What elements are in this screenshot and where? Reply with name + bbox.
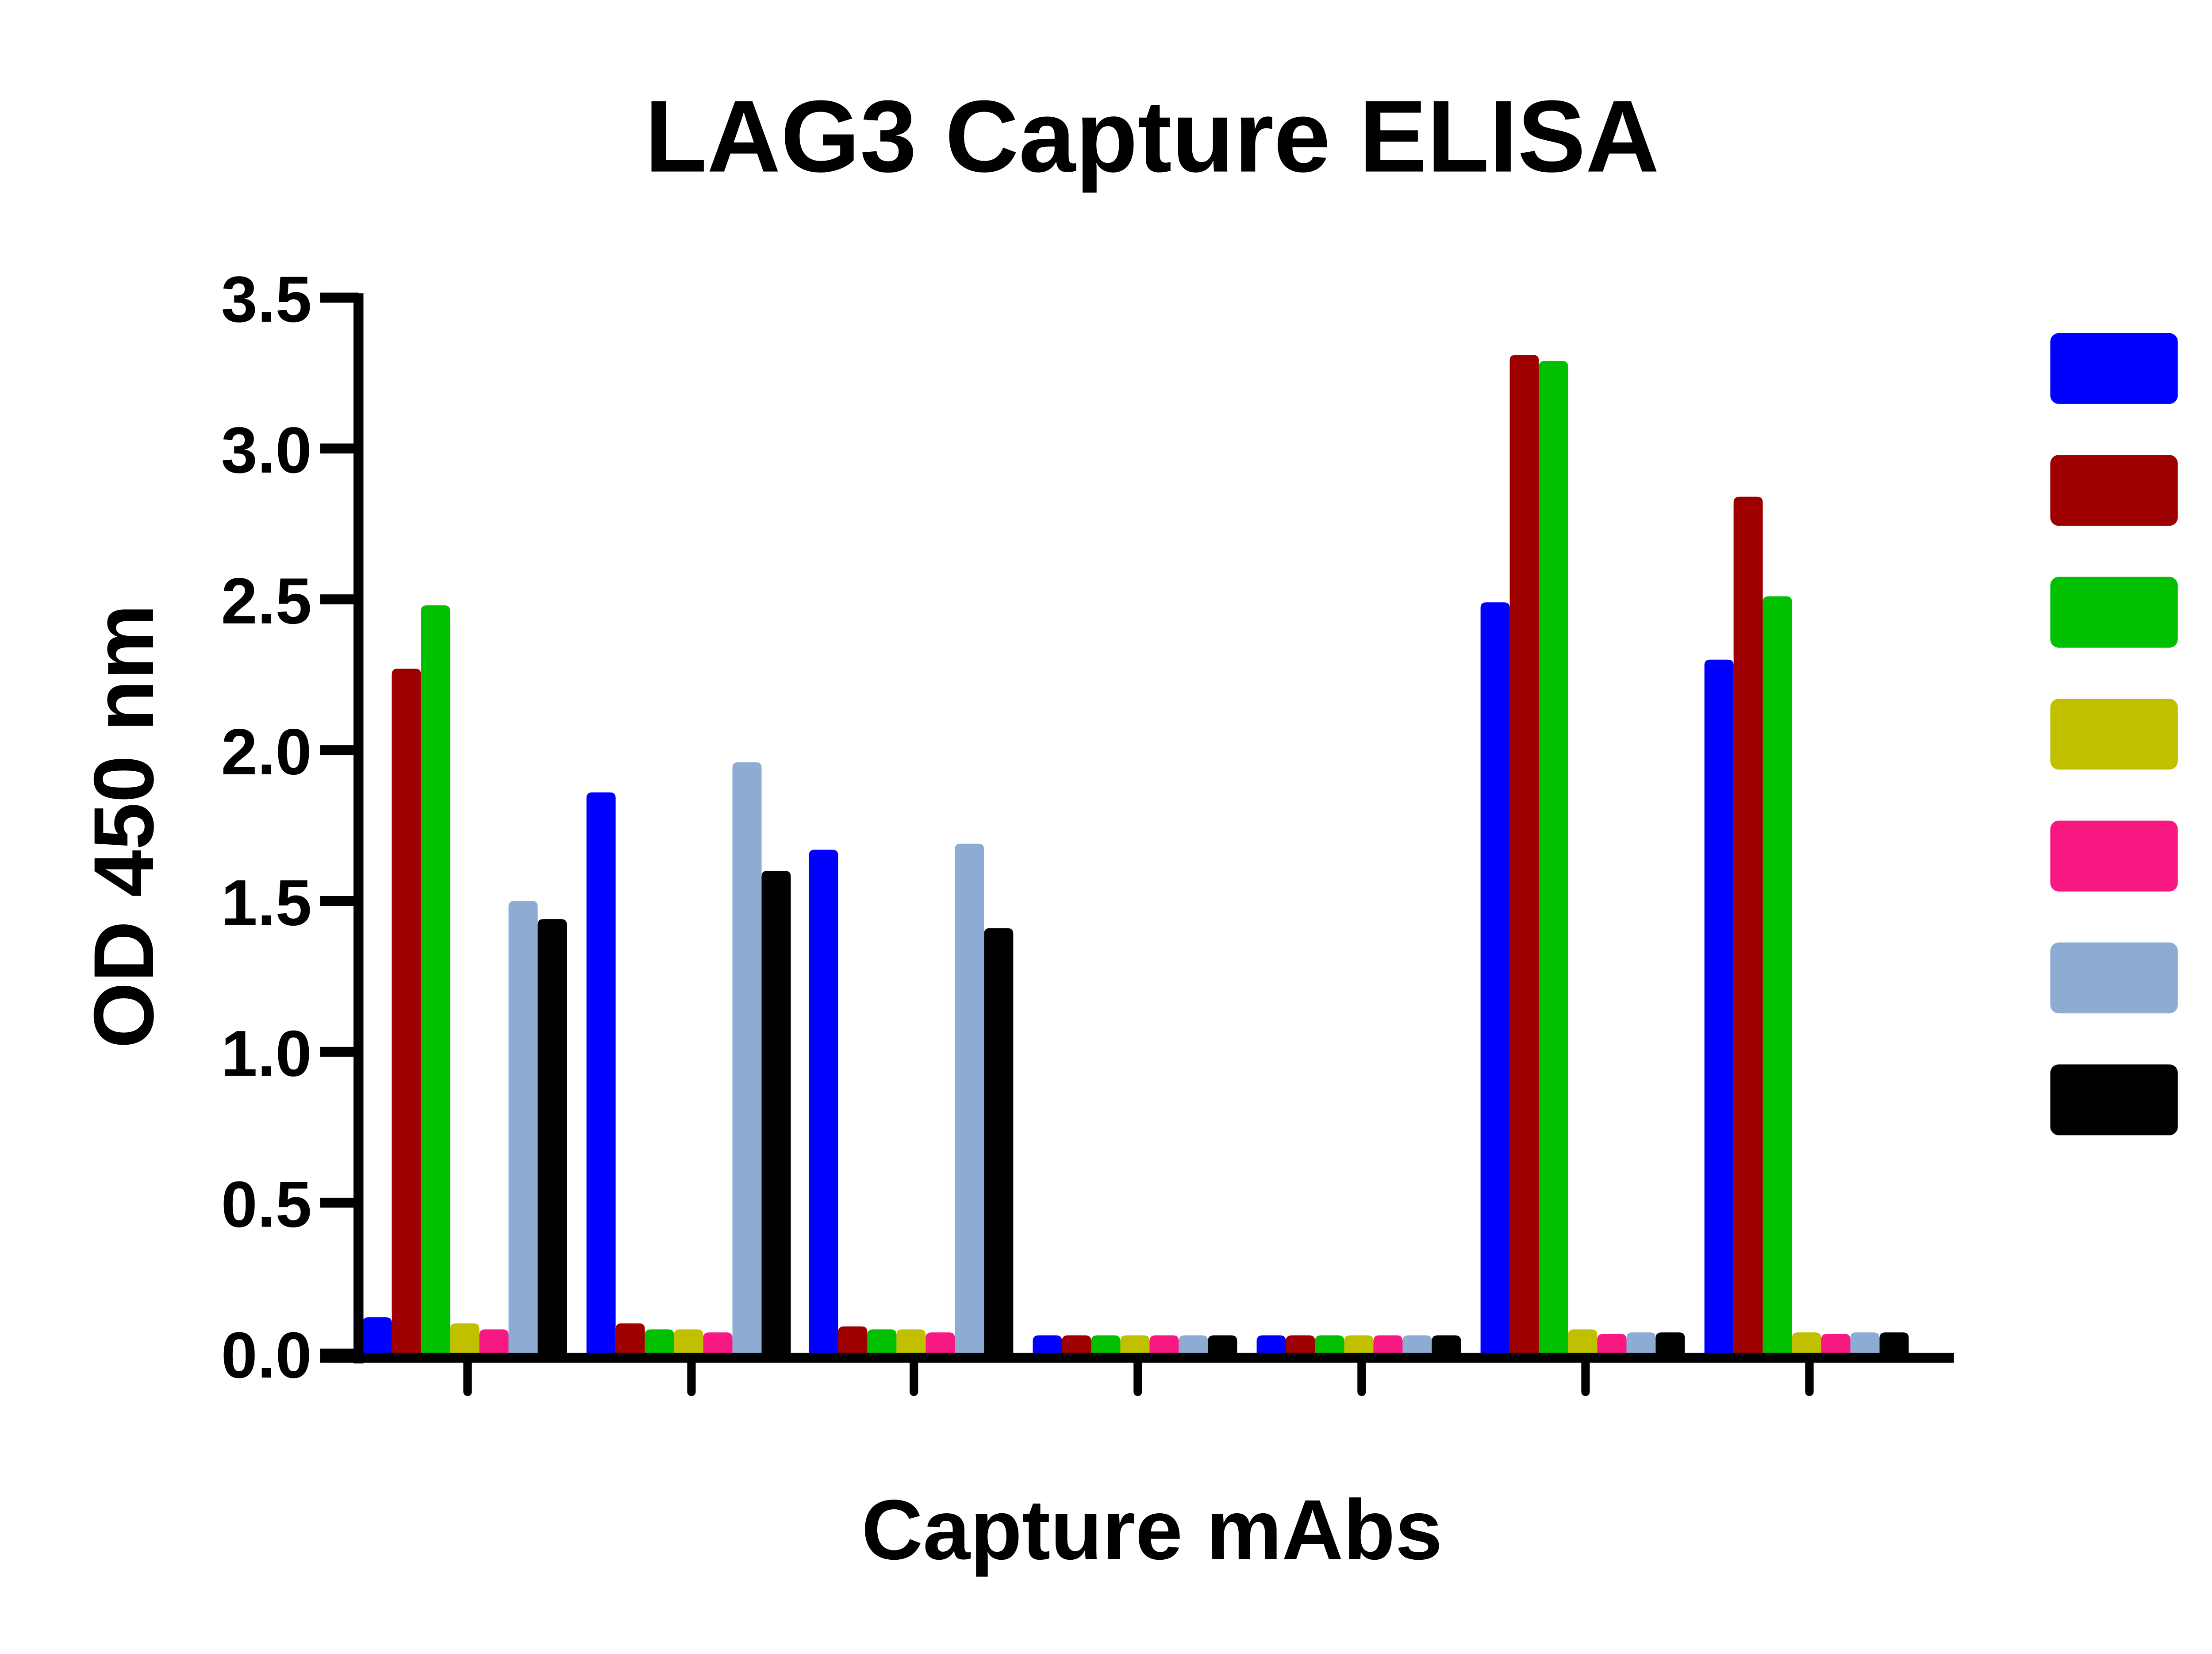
legend <box>2050 333 2178 1135</box>
bar <box>645 1329 674 1354</box>
bar <box>1315 1335 1344 1354</box>
y-tick-label: 2.5 <box>221 565 312 638</box>
bar <box>538 919 567 1354</box>
bar <box>508 901 538 1354</box>
y-tick-label: 0.5 <box>221 1168 312 1241</box>
bar <box>1033 1335 1062 1354</box>
bar <box>586 792 616 1354</box>
bar <box>1179 1335 1208 1354</box>
bar <box>421 605 450 1354</box>
bar <box>1208 1335 1237 1354</box>
chart-title: LAG3 Capture ELISA <box>645 79 1659 193</box>
y-axis-label: OD 450 nm <box>76 604 171 1048</box>
bar <box>1091 1335 1121 1354</box>
bar <box>1821 1334 1851 1354</box>
bar <box>1626 1332 1656 1354</box>
y-tick-label: 0.0 <box>221 1319 312 1392</box>
bar <box>392 669 421 1354</box>
bar <box>1733 496 1763 1354</box>
legend-swatch <box>2050 455 2178 526</box>
bar <box>1402 1335 1432 1354</box>
bar <box>732 762 762 1354</box>
legend-swatch <box>2050 699 2178 770</box>
bar <box>809 850 838 1354</box>
bar <box>674 1329 703 1354</box>
bar <box>1704 659 1734 1354</box>
bar <box>1597 1334 1627 1354</box>
bar <box>703 1332 733 1354</box>
legend-swatch <box>2050 1064 2178 1135</box>
bar <box>896 1329 926 1354</box>
bar <box>362 1317 392 1354</box>
bar <box>1256 1335 1286 1354</box>
bar <box>1149 1335 1179 1354</box>
bar <box>1344 1335 1374 1354</box>
bar <box>1763 596 1792 1354</box>
bar <box>1879 1332 1909 1354</box>
x-axis-ticks <box>463 1353 1814 1396</box>
bar <box>1509 355 1539 1354</box>
bar <box>1480 602 1510 1354</box>
bars-layer <box>362 355 1909 1354</box>
bar <box>761 871 791 1354</box>
bar <box>1062 1335 1091 1354</box>
y-axis-ticks: 0.0 0.5 1.0 1.5 2.0 2.5 3.0 3.5 <box>221 263 359 1392</box>
y-tick-label: 1.5 <box>221 867 312 939</box>
bar <box>1120 1335 1150 1354</box>
bar <box>984 928 1014 1354</box>
bar <box>1850 1332 1880 1354</box>
legend-swatch <box>2050 942 2178 1014</box>
bar <box>1655 1332 1685 1354</box>
bar <box>1286 1335 1315 1354</box>
bar <box>955 843 984 1354</box>
legend-swatch <box>2050 333 2178 404</box>
legend-swatch <box>2050 577 2178 648</box>
bar <box>479 1329 509 1354</box>
bar <box>615 1323 645 1354</box>
bar <box>926 1332 955 1354</box>
bar <box>867 1329 897 1354</box>
bar <box>1539 361 1568 1354</box>
bar <box>1432 1335 1461 1354</box>
y-tick-label: 2.0 <box>221 716 312 789</box>
y-tick-label: 3.5 <box>221 263 312 336</box>
legend-swatch <box>2050 820 2178 892</box>
y-tick-label: 3.0 <box>221 414 312 487</box>
bar <box>1373 1335 1403 1354</box>
bar <box>450 1323 480 1354</box>
x-axis-label: Capture mAbs <box>861 1482 1442 1577</box>
bar <box>838 1326 868 1354</box>
bar <box>1792 1332 1821 1354</box>
bar <box>1568 1329 1598 1354</box>
y-tick-label: 1.0 <box>221 1018 312 1090</box>
